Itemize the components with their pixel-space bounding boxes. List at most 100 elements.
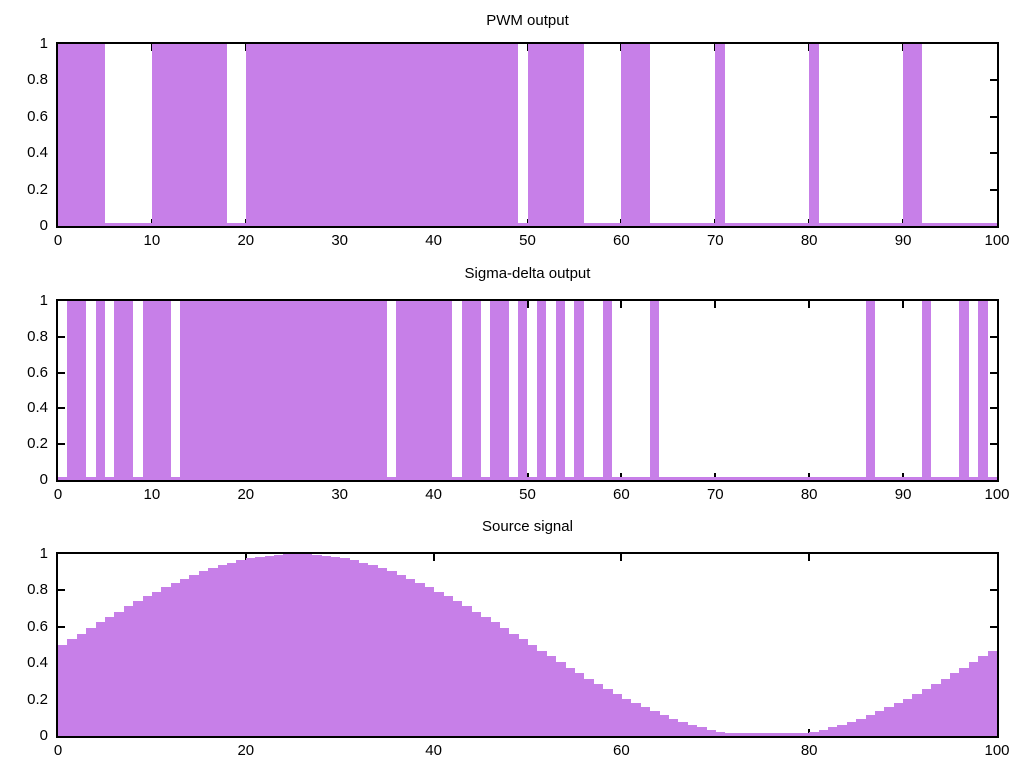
plot-frame <box>56 299 999 482</box>
signal-bar <box>377 568 388 736</box>
plot-area <box>58 44 997 226</box>
signal-bar <box>921 301 932 480</box>
signal-bar <box>67 639 78 736</box>
signal-bar <box>67 301 87 480</box>
signal-bar <box>339 558 350 736</box>
x-axis-tick <box>808 473 811 480</box>
signal-bar <box>790 734 801 736</box>
signal-bar <box>846 721 857 736</box>
signal-bar <box>865 715 876 736</box>
x-tick-label: 80 <box>800 742 818 759</box>
signal-bar <box>480 616 491 736</box>
y-tick-label: 0.8 <box>27 71 48 89</box>
plot-frame <box>56 552 999 738</box>
x-tick-label: 30 <box>331 486 349 503</box>
signal-bar <box>424 586 435 736</box>
x-tick-label: 60 <box>613 486 630 503</box>
y-tick-label: 0.4 <box>27 144 48 162</box>
signal-bar <box>527 44 584 226</box>
plot-area <box>58 301 997 480</box>
plot-frame <box>56 42 999 228</box>
y-tick-label: 0 <box>39 217 48 234</box>
x-tick-label: 0 <box>53 742 63 759</box>
y-axis-tick-right <box>990 115 997 118</box>
signal-bar <box>677 721 688 736</box>
signal-bar <box>621 698 632 736</box>
signal-bar <box>114 301 134 480</box>
signal-bar <box>912 693 923 736</box>
signal-bar <box>95 301 105 480</box>
signal-bar <box>827 727 838 736</box>
y-tick-label: 0 <box>39 471 48 488</box>
signal-bar <box>593 683 604 736</box>
signal-bar <box>123 606 134 736</box>
signal-bar <box>170 582 181 736</box>
y-tick-label: 0.6 <box>27 107 48 125</box>
signal-bar <box>583 678 594 736</box>
signal-bar <box>461 301 481 480</box>
signal-bar <box>903 698 914 736</box>
signal-bar <box>658 715 669 736</box>
y-tick-label: 0.6 <box>27 617 48 635</box>
signal-bar <box>527 645 538 736</box>
signal-bar <box>95 622 106 736</box>
signal-bar <box>696 727 707 736</box>
x-tick-label: 0 <box>53 232 63 249</box>
y-axis-tick-right <box>990 443 997 446</box>
signal-bar <box>574 673 585 736</box>
y-axis-tick-right <box>990 371 997 374</box>
y-tick-label: 0.4 <box>27 654 48 672</box>
x-tick-label: 50 <box>519 232 536 249</box>
x-tick-label: 90 <box>894 232 912 249</box>
signal-bar <box>414 582 425 736</box>
signal-bar <box>978 301 988 480</box>
signal-bar <box>320 555 331 736</box>
chart-title: Source signal <box>482 518 573 535</box>
y-axis-tick <box>58 625 65 628</box>
signal-bar <box>499 627 510 736</box>
signal-bar <box>208 568 219 736</box>
signal-bar <box>198 571 209 736</box>
x-tick-label: 10 <box>143 232 161 249</box>
signal-bar <box>236 560 247 736</box>
x-axis-tick <box>526 473 529 480</box>
signal-bar <box>565 667 576 736</box>
signal-bar <box>959 667 970 736</box>
signal-bar <box>255 556 266 736</box>
signal-bar <box>715 44 725 226</box>
y-tick-label: 1 <box>39 292 48 309</box>
x-tick-label: 20 <box>237 486 255 503</box>
x-axis-tick-top <box>432 554 435 561</box>
y-tick-label: 0.8 <box>27 327 48 345</box>
signal-bar <box>968 662 979 736</box>
signal-bar <box>734 734 745 736</box>
chart-title: Sigma-delta output <box>464 265 591 282</box>
signal-bar <box>781 735 791 736</box>
signal-bar <box>837 724 848 736</box>
signal-bar <box>546 656 557 736</box>
signal-bar <box>940 678 951 736</box>
x-tick-label: 80 <box>800 486 818 503</box>
signal-bar <box>489 301 509 480</box>
signal-bar <box>893 703 904 736</box>
zero-baseline <box>58 477 997 480</box>
y-tick-label: 0.8 <box>27 581 48 599</box>
signal-bar <box>283 554 294 736</box>
y-tick-label: 0 <box>39 727 48 744</box>
y-axis-tick-right <box>990 335 997 338</box>
y-axis-tick-right <box>990 152 997 155</box>
y-tick-label: 0.2 <box>27 690 48 708</box>
signal-bar <box>471 611 482 736</box>
x-tick-label: 60 <box>613 742 630 759</box>
signal-bar <box>724 733 735 736</box>
signal-bar <box>180 301 387 480</box>
x-tick-label: 100 <box>984 742 1010 759</box>
x-axis-tick <box>902 473 905 480</box>
x-tick-label: 40 <box>425 486 442 503</box>
y-axis-tick <box>58 407 65 410</box>
signal-bar <box>227 562 237 736</box>
x-tick-label: 30 <box>331 232 349 249</box>
signal-bar <box>649 301 659 480</box>
